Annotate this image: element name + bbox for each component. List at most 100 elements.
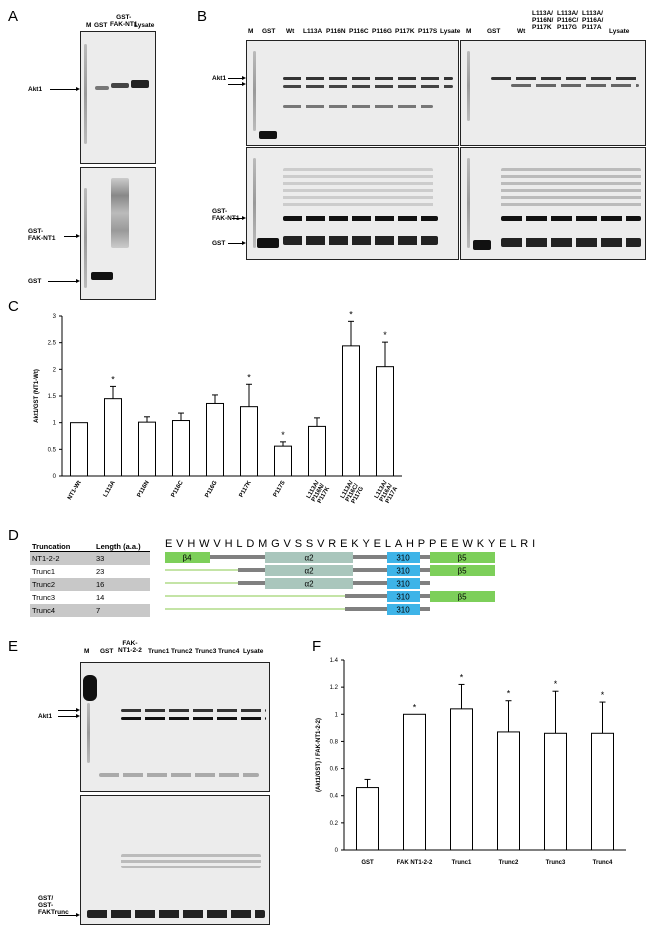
bar (172, 420, 190, 477)
lane-label: Trunc1 (148, 648, 170, 655)
significance-star: * (507, 689, 511, 699)
lane-label: Lysate (609, 28, 630, 35)
beta5-strand (430, 552, 495, 563)
backbone-bar (238, 568, 495, 572)
bar (342, 345, 360, 477)
y-tick-label: 0.8 (330, 739, 339, 745)
table-row: Trunc4 7 (30, 604, 150, 617)
lane-label: P116C (349, 28, 369, 35)
significance-star: * (554, 679, 558, 689)
panel-letter-c: C (8, 298, 19, 315)
y-tick-label: 1 (335, 712, 339, 718)
y-tick-label: 1.5 (48, 394, 57, 400)
lane-label: GST (100, 648, 114, 655)
lanes-b-right: M GST Wt L113A/ P116N/ P117K L113A/ P116… (466, 10, 646, 40)
y-axis-label: Akt1/GST (NT1-Wt) (34, 369, 40, 423)
truncation-name: Trunc1 (32, 567, 56, 576)
truncation-name: NT1-2-2 (32, 554, 60, 563)
truncation-length: 23 (96, 567, 105, 576)
truncation-table: Truncation Length (a.a.) NT1-2-2 33 Trunc1… (30, 538, 150, 617)
y-tick-label: 1 (53, 421, 57, 427)
lane-label: GST (262, 28, 276, 35)
helix-310-label: 310 (396, 580, 410, 589)
helix-310-label: 310 (396, 554, 410, 563)
alpha2-label: α2 (304, 580, 314, 589)
significance-star: * (601, 690, 605, 700)
lanes-e: M GST FAK- NT1-2-2 Trunc1 Trunc2 Trunc3 … (80, 636, 280, 662)
bar-chart-f: 0 0.2 0.4 0.6 0.8 1 1.2 1.4 (Akt1/GST) / FAK-NT1… (316, 658, 626, 866)
bar (240, 406, 258, 477)
y-tick-label: 0 (335, 848, 339, 854)
akt1-label: Akt1 (38, 713, 53, 720)
lane-label: Lysate (440, 28, 461, 35)
category-label: NT1-Wt (67, 480, 83, 501)
category-label: Trunc3 (546, 860, 566, 866)
gst-fak-nt1-label: GST- FAK-NT1 (28, 228, 56, 242)
y-tick-label: 1.4 (330, 658, 339, 664)
table-header: Truncation (32, 542, 71, 551)
category-label: Trunc2 (499, 860, 519, 866)
y-tick-label: 0 (53, 474, 57, 480)
beta4-label: β4 (182, 554, 192, 563)
significance-star: * (247, 372, 251, 382)
helix-310-label: 310 (396, 593, 410, 602)
western-blot-b-top-left (246, 40, 459, 146)
western-blot-b-top-right (460, 40, 646, 146)
y-tick-label: 0.4 (330, 794, 339, 800)
western-blot-e-bottom (80, 795, 270, 925)
category-label: L113A (103, 479, 117, 498)
category-label: P117S (273, 480, 287, 498)
lane-label: GST- FAK-NT1 (110, 14, 138, 28)
alpha2-label: α2 (304, 554, 314, 563)
truncation-name: Trunc3 (32, 593, 56, 602)
lane-label: L113A/ P116A/ P117A (582, 10, 604, 31)
table-header: Length (a.a.) (96, 542, 141, 551)
y-tick-label: 0.6 (330, 767, 339, 773)
bar (104, 398, 122, 477)
y-tick-label: 1.2 (330, 685, 339, 691)
helix-310 (387, 591, 420, 602)
lane-label: Wt (517, 28, 526, 35)
bar (138, 421, 156, 477)
table-row: Trunc3 14 (30, 591, 150, 604)
significance-star: * (349, 309, 353, 319)
table-row: Trunc1 23 (30, 565, 150, 578)
significance-star: * (111, 374, 115, 384)
category-label: P116C (171, 479, 186, 498)
y-tick-label: 0.2 (330, 821, 339, 827)
lane-label: M (248, 28, 254, 35)
lane-label: Wt (286, 28, 295, 35)
bar (206, 402, 224, 477)
lane-label: M (86, 22, 92, 29)
sequence: EVHWVHLDMGVSSVREKYELAHPPEEWKYELRI (165, 538, 540, 550)
gst-label: GST (28, 278, 42, 285)
beta5-strand (430, 591, 495, 602)
category-label: P116N (137, 480, 151, 499)
akt1-label: Akt1 (212, 75, 227, 82)
category-label: P116G (204, 480, 219, 499)
y-tick-label: 3 (53, 314, 57, 320)
western-blot-a-bottom (80, 167, 156, 300)
lane-label: P117K (395, 28, 415, 35)
beta5-label: β5 (457, 554, 467, 563)
truncation-length: 16 (96, 580, 105, 589)
significance-star: * (281, 430, 285, 440)
truncation-length: 33 (96, 554, 105, 563)
helix-310 (387, 552, 420, 563)
y-tick-label: 2.5 (48, 341, 57, 347)
bar (497, 731, 520, 851)
bar (544, 732, 567, 851)
lane-label: L113A (303, 28, 323, 35)
akt1-label: Akt1 (28, 86, 43, 93)
lane-label: P116N (326, 28, 346, 35)
lane-label: L113A/ P116N/ P117K (532, 10, 554, 31)
panel-letter-b: B (197, 8, 208, 25)
gst-label: GST (212, 240, 226, 247)
lane-label: L113A/ P116C/ P117G (557, 10, 579, 31)
bar (70, 422, 88, 477)
gst-fak-nt1-label: GST- FAK-NT1 (212, 208, 240, 222)
lane-label: P117S (418, 28, 438, 35)
bar (450, 708, 473, 851)
alpha2-label: α2 (304, 567, 314, 576)
category-label: GST (361, 860, 374, 866)
